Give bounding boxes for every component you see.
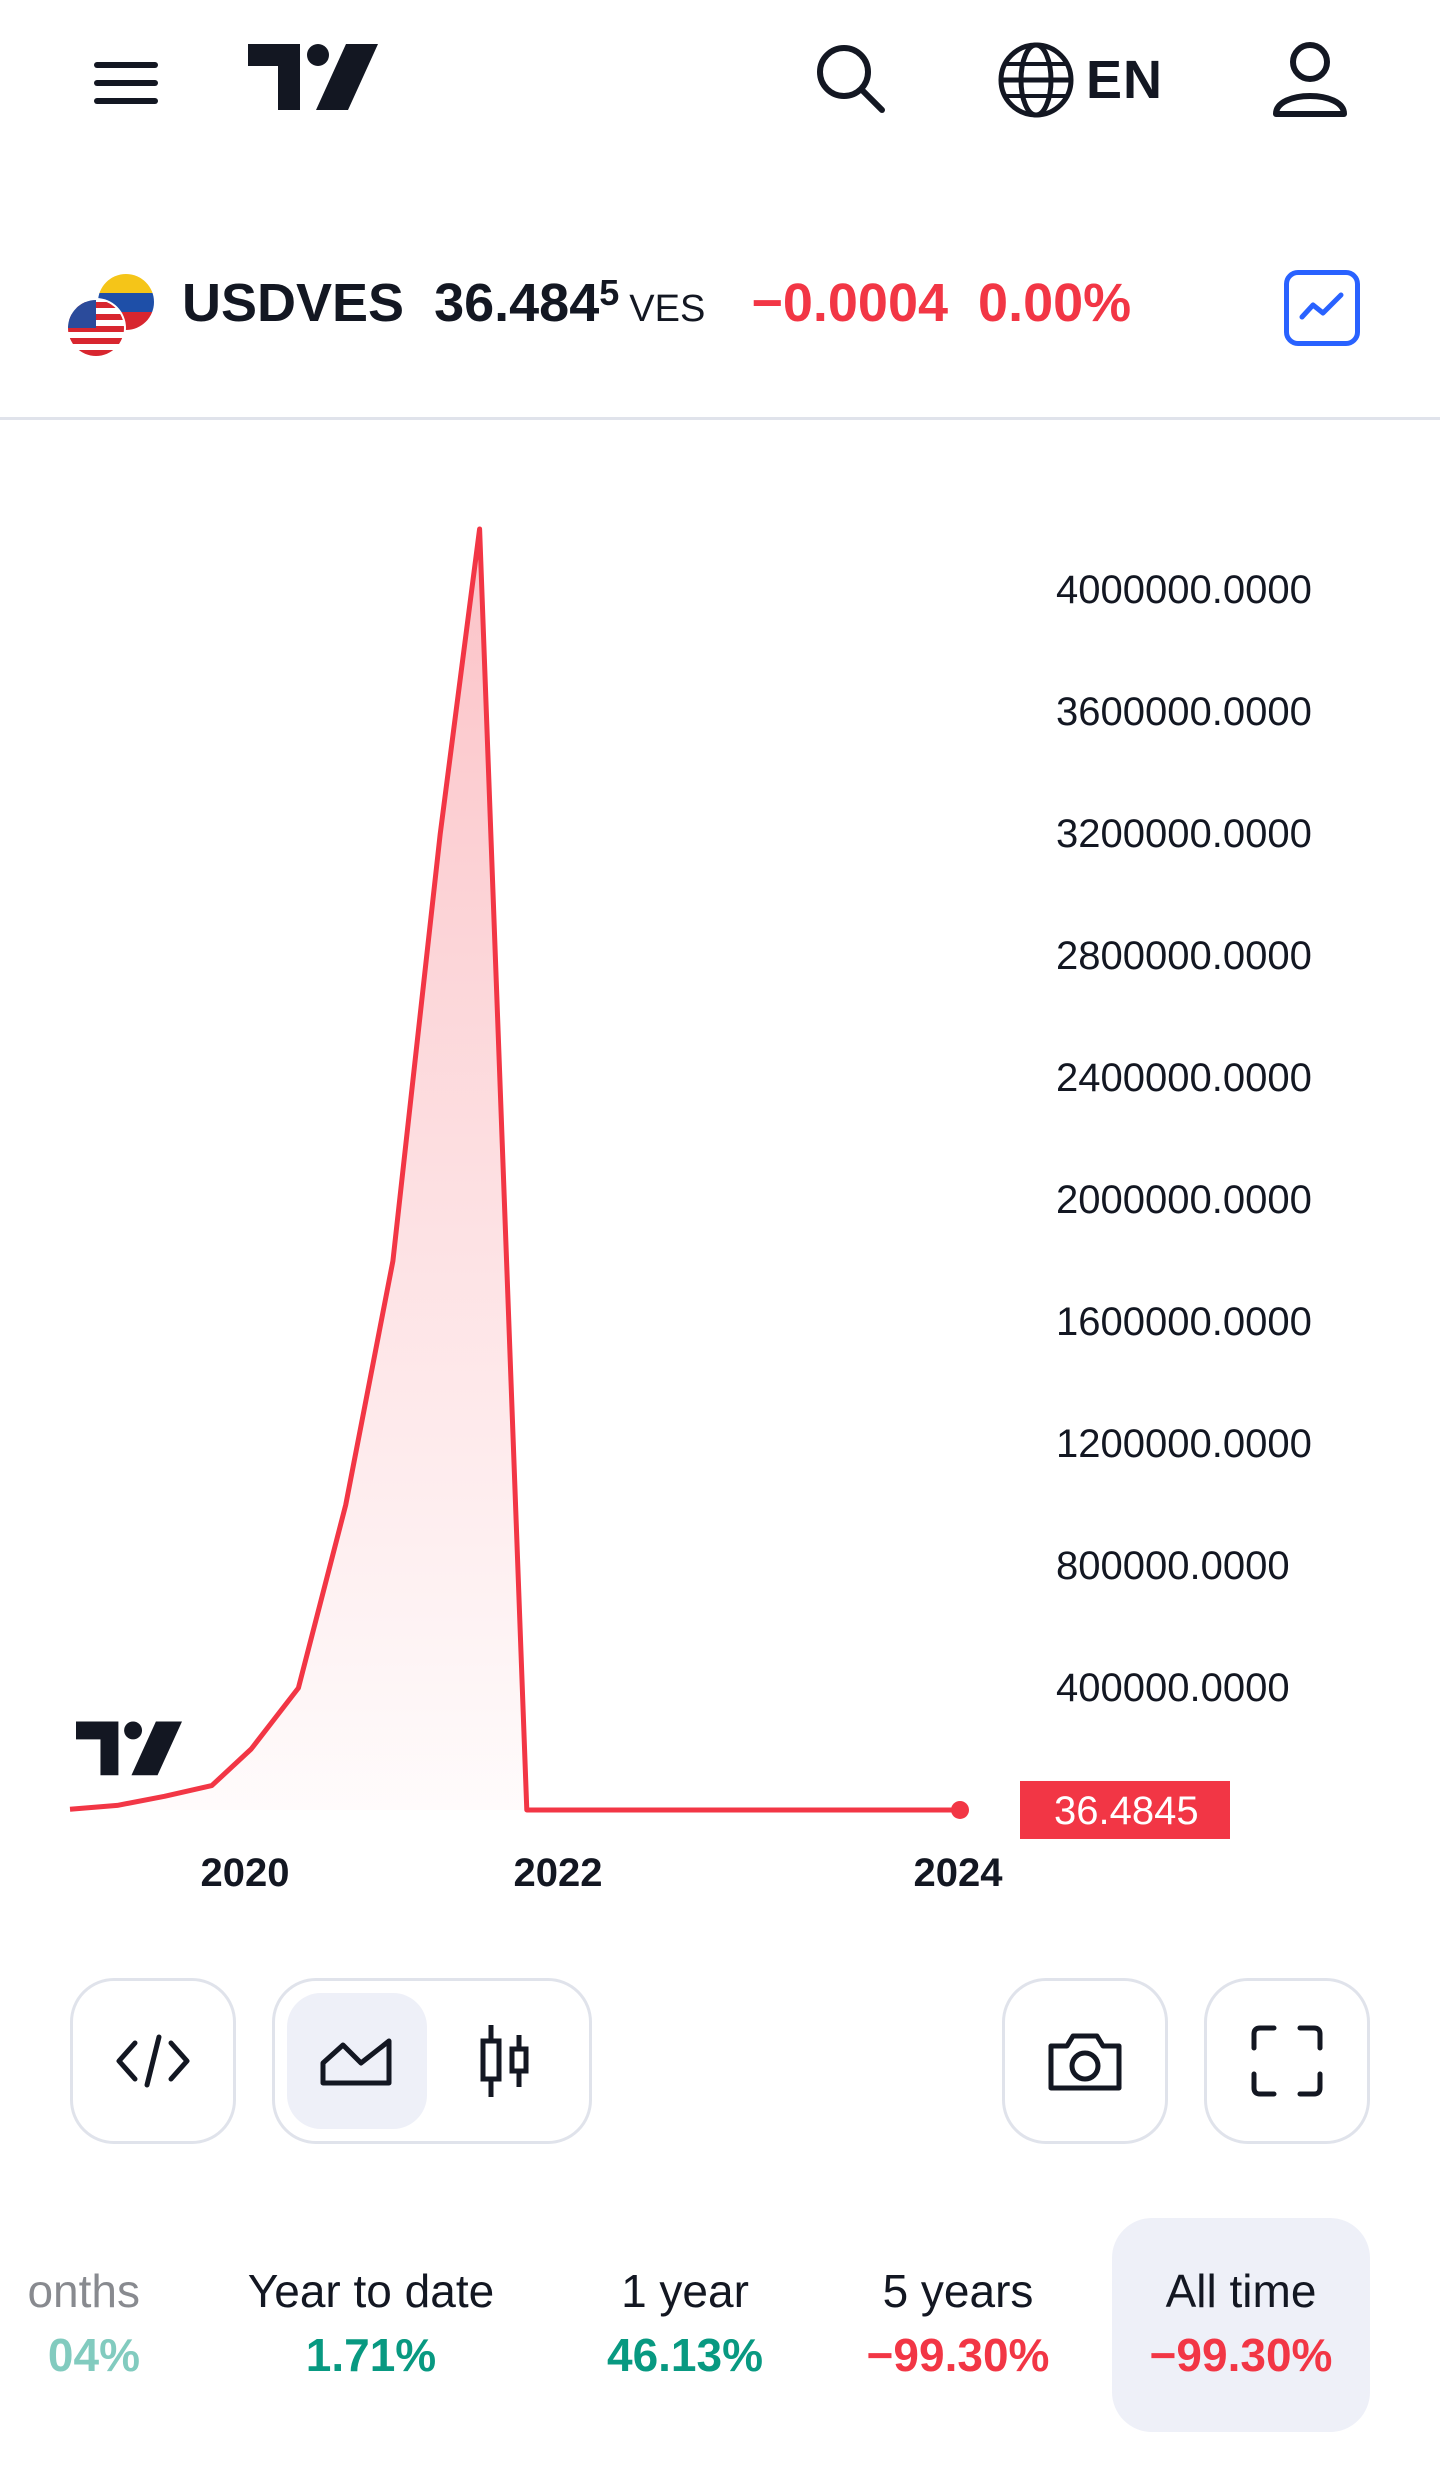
y-axis-label: 800000.0000 bbox=[1056, 1544, 1290, 1588]
y-axis-label: 2400000.0000 bbox=[1056, 1056, 1312, 1100]
last-value-badge bbox=[1020, 1780, 1230, 1839]
candlestick-button[interactable] bbox=[435, 1993, 575, 2129]
last-price: 36.4845 bbox=[434, 272, 620, 333]
y-axis-label: 1200000.0000 bbox=[1056, 1422, 1312, 1466]
price-change: −0.0004 bbox=[751, 273, 949, 333]
area-chart-icon bbox=[320, 2038, 392, 2086]
embed-code-icon bbox=[116, 2034, 190, 2088]
range-5-years[interactable]: 5 years −99.30% bbox=[866, 2265, 1050, 2381]
range-year-to-date[interactable]: Year to date 1.71% bbox=[247, 2265, 495, 2381]
language-label: EN bbox=[1086, 50, 1164, 110]
range-all-time[interactable]: All time −99.30% bbox=[1112, 2218, 1370, 2432]
top-header: EN bbox=[0, 0, 1440, 165]
last-price-marker bbox=[951, 1800, 969, 1819]
area-chart-button[interactable] bbox=[287, 1993, 427, 2129]
y-axis-label: 1600000.0000 bbox=[1056, 1300, 1312, 1344]
time-range-selector: onths 04% Year to date 1.71% 1 year 46.1… bbox=[0, 2218, 1440, 2438]
fullscreen-button[interactable] bbox=[1204, 1978, 1370, 2144]
chart-canvas[interactable]: 4000000.0000 3600000.0000 3200000.0000 2800… bbox=[0, 420, 1440, 1920]
symbol-name: USDVES bbox=[182, 273, 405, 333]
chart-area-fill bbox=[70, 529, 960, 1810]
price-change-percent: 0.00% bbox=[978, 273, 1132, 333]
us-venezuela-flags-icon bbox=[66, 274, 154, 358]
x-axis-label: 2020 bbox=[201, 1851, 290, 1895]
y-axis-label: 3200000.0000 bbox=[1056, 812, 1312, 856]
range-1-year[interactable]: 1 year 46.13% bbox=[606, 2265, 763, 2381]
price-chart[interactable]: 4000000.0000 3600000.0000 3200000.0000 2800… bbox=[0, 420, 1440, 1920]
y-axis-label: 400000.0000 bbox=[1056, 1666, 1290, 1710]
user-icon[interactable] bbox=[1268, 38, 1352, 122]
hamburger-menu-icon[interactable] bbox=[88, 58, 164, 108]
tradingview-logo-icon[interactable] bbox=[248, 44, 378, 114]
camera-icon bbox=[1048, 2033, 1122, 2091]
range-3-months[interactable]: onths 04% bbox=[27, 2265, 140, 2381]
y-axis-label: 3600000.0000 bbox=[1056, 690, 1312, 734]
ticker-line: USDVES 36.4845 VES −0.0004 0.00% bbox=[182, 272, 1131, 352]
price-currency: VES bbox=[629, 288, 706, 330]
fullscreen-icon bbox=[1251, 2025, 1323, 2097]
globe-icon bbox=[998, 42, 1074, 118]
chart-type-switcher bbox=[272, 1978, 592, 2144]
y-axis-label: 4000000.0000 bbox=[1056, 568, 1312, 612]
search-icon[interactable] bbox=[812, 40, 888, 116]
chart-toolbar bbox=[0, 1978, 1440, 2148]
language-selector[interactable]: EN bbox=[996, 40, 1186, 120]
tradingview-watermark-icon bbox=[76, 1721, 182, 1776]
x-axis-label: 2022 bbox=[514, 1851, 603, 1895]
embed-button[interactable] bbox=[70, 1978, 236, 2144]
y-axis-label: 2000000.0000 bbox=[1056, 1178, 1312, 1222]
y-axis-label: 2800000.0000 bbox=[1056, 934, 1312, 978]
symbol-header: USDVES 36.4845 VES −0.0004 0.00% bbox=[0, 220, 1440, 420]
line-chart-icon[interactable] bbox=[1284, 270, 1360, 346]
last-value-label: 36.4845 bbox=[1054, 1789, 1199, 1833]
candlestick-icon bbox=[480, 2025, 529, 2097]
snapshot-button[interactable] bbox=[1002, 1978, 1168, 2144]
x-axis-label: 2024 bbox=[914, 1851, 1004, 1895]
